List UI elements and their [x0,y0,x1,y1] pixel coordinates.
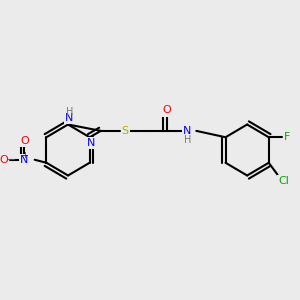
Text: N: N [20,155,28,165]
Text: −: − [7,155,16,165]
Text: Cl: Cl [278,176,289,186]
Text: N: N [183,126,192,136]
Text: S: S [122,126,129,136]
Text: H: H [66,107,73,117]
Text: O: O [163,106,171,116]
Text: F: F [284,132,290,142]
Text: H: H [184,135,191,145]
Text: O: O [20,136,29,146]
Text: N: N [87,138,95,148]
Text: +: + [21,151,28,160]
Text: O: O [0,155,8,165]
Text: N: N [65,113,74,123]
